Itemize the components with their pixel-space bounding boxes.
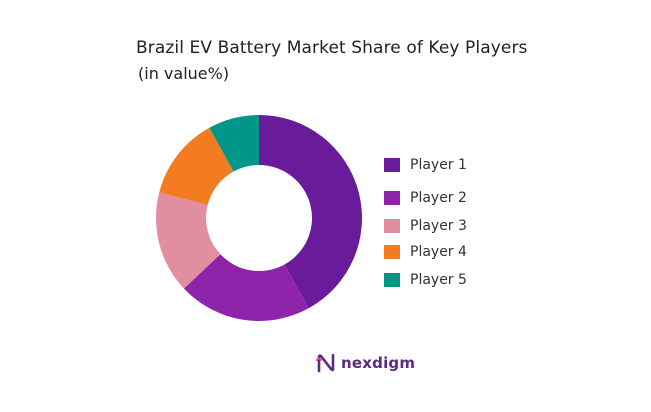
legend-swatch (384, 273, 400, 287)
donut-chart (156, 115, 362, 321)
legend-swatch (384, 191, 400, 205)
logo-text: nexdigm (341, 354, 416, 372)
nexdigm-n-logo-icon (316, 353, 335, 373)
legend-label: Player 2 (410, 190, 467, 206)
legend-label: Player 5 (410, 272, 467, 288)
legend-swatch (384, 158, 400, 172)
donut-slice-1 (259, 115, 362, 309)
donut-slice-2 (183, 254, 309, 321)
legend-item: Player 4 (384, 244, 467, 260)
legend-label: Player 1 (410, 157, 467, 173)
chart-title: Brazil EV Battery Market Share of Key Pl… (136, 38, 528, 58)
brand-logo: nexdigm (316, 352, 415, 374)
donut-slice-5 (209, 115, 259, 172)
legend-item: Player 3 (384, 218, 467, 234)
legend-label: Player 4 (410, 244, 467, 260)
legend-item: Player 1 (384, 157, 467, 173)
legend-item: Player 5 (384, 272, 467, 288)
donut-slice-3 (156, 192, 221, 289)
legend-swatch (384, 245, 400, 259)
legend-label: Player 3 (410, 218, 467, 234)
donut-slice-4 (159, 127, 234, 205)
legend-swatch (384, 219, 400, 233)
legend-item: Player 2 (384, 190, 467, 206)
chart-subtitle: (in value%) (138, 64, 230, 83)
